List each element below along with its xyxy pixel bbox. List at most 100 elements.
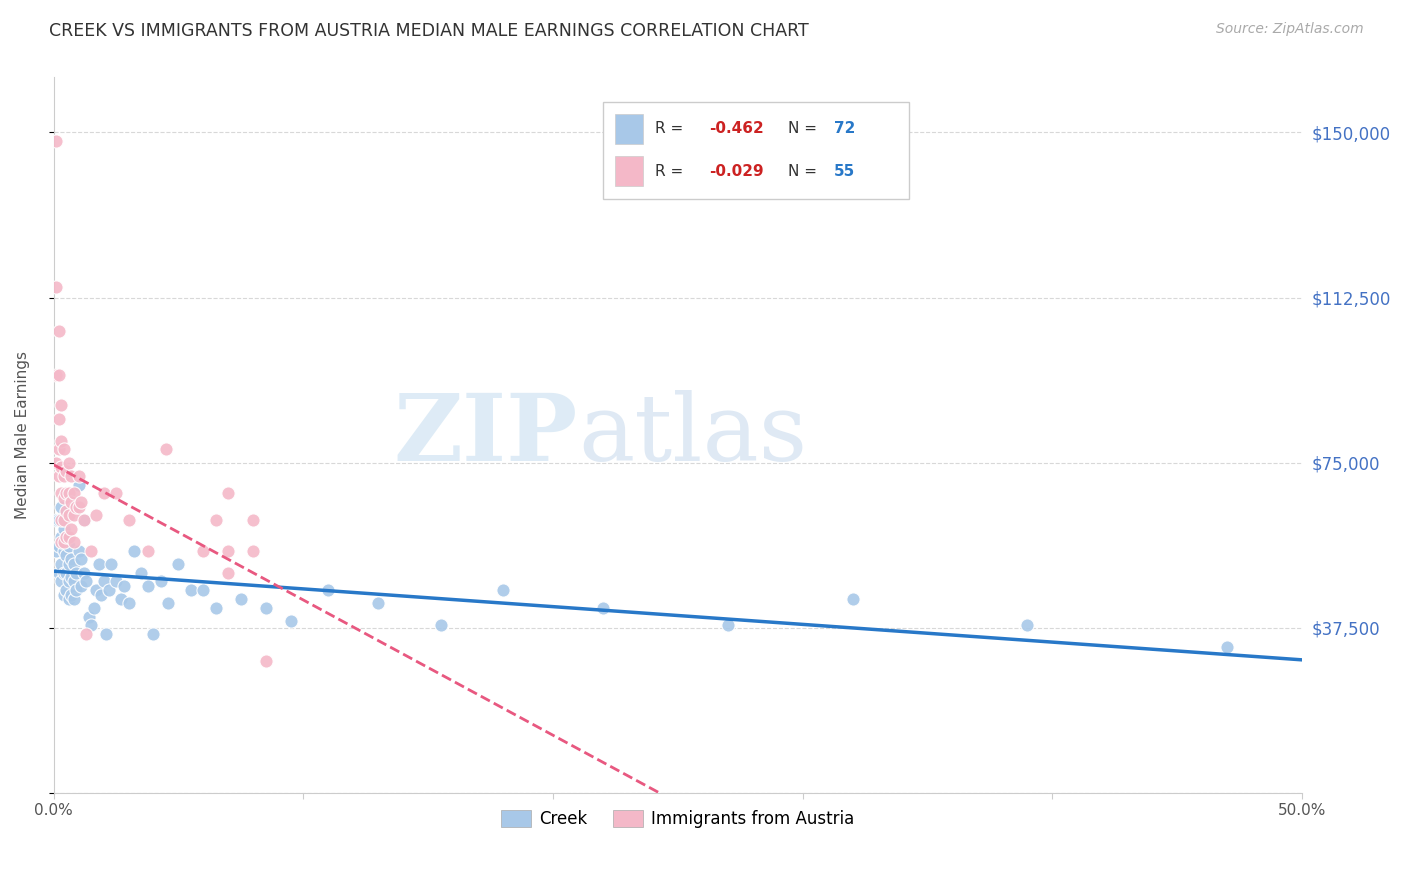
Point (717, 618, 740, 632)
Point (72, 513, 94, 527)
Point (55, 583, 77, 598)
Point (45, 279, 67, 293)
Point (100, 557, 122, 571)
Point (52, 522, 75, 536)
Point (49, 398, 72, 412)
Point (55, 566, 77, 580)
Y-axis label: Median Male Earnings: Median Male Earnings (15, 351, 30, 519)
Point (55, 504, 77, 518)
Point (48, 442, 70, 457)
Point (83, 600, 105, 615)
Point (316, 583, 339, 598)
Bar (616, 156, 643, 186)
Point (90, 588, 112, 602)
Point (155, 442, 177, 457)
Point (97, 583, 120, 598)
Point (58, 539, 80, 553)
Point (67, 477, 90, 491)
Point (48, 368, 70, 382)
Point (87, 557, 110, 571)
Point (117, 596, 139, 610)
Point (65, 583, 87, 598)
Point (45, 543, 67, 558)
Point (122, 543, 145, 558)
Point (105, 574, 128, 589)
Point (72, 566, 94, 580)
Point (62, 557, 84, 571)
Text: 72: 72 (834, 121, 855, 136)
Point (205, 600, 228, 615)
Point (129, 566, 152, 580)
Point (52, 588, 75, 602)
Text: -0.462: -0.462 (709, 121, 763, 136)
Point (52, 442, 75, 457)
Point (217, 486, 239, 500)
Point (55, 548, 77, 562)
Point (60, 468, 83, 483)
Text: ZIP: ZIP (394, 390, 578, 480)
Point (49, 557, 72, 571)
Point (280, 614, 302, 628)
Legend: Creek, Immigrants from Austria: Creek, Immigrants from Austria (495, 803, 860, 834)
Point (1216, 640, 1239, 655)
Point (229, 592, 252, 607)
Point (205, 513, 228, 527)
Point (242, 543, 264, 558)
Point (49, 530, 72, 544)
Point (217, 566, 239, 580)
Point (58, 574, 80, 589)
Point (60, 522, 83, 536)
Point (217, 543, 239, 558)
Point (45, 456, 67, 470)
Point (58, 486, 80, 500)
Text: N =: N = (787, 121, 821, 136)
Point (138, 543, 160, 558)
Point (254, 654, 277, 668)
Point (58, 456, 80, 470)
Point (117, 513, 139, 527)
Text: Source: ZipAtlas.com: Source: ZipAtlas.com (1216, 22, 1364, 37)
Bar (616, 114, 643, 144)
Point (52, 534, 75, 549)
Point (55, 464, 77, 478)
Point (142, 627, 165, 641)
Point (48, 411, 70, 425)
Point (60, 588, 83, 602)
Point (62, 534, 84, 549)
Point (45, 513, 67, 527)
Point (492, 583, 515, 598)
Point (49, 534, 72, 549)
Point (62, 486, 84, 500)
Point (193, 583, 215, 598)
Point (149, 574, 172, 589)
Point (49, 434, 72, 448)
Point (52, 491, 75, 505)
Point (84, 583, 107, 598)
Point (1017, 618, 1039, 632)
Point (52, 468, 75, 483)
Point (49, 486, 72, 500)
Point (77, 609, 100, 624)
Point (75, 627, 97, 641)
Point (93, 574, 115, 589)
Point (429, 618, 451, 632)
Point (58, 508, 80, 523)
Point (45, 368, 67, 382)
Point (55, 530, 77, 544)
Point (242, 513, 264, 527)
FancyBboxPatch shape (603, 103, 908, 199)
Point (49, 459, 72, 474)
Point (70, 579, 93, 593)
Point (45, 134, 67, 148)
Point (48, 566, 70, 580)
Point (49, 513, 72, 527)
Point (62, 508, 84, 523)
Point (167, 557, 190, 571)
Point (110, 592, 132, 607)
Text: atlas: atlas (578, 390, 807, 480)
Point (58, 557, 80, 571)
Text: R =: R = (655, 164, 689, 179)
Text: N =: N = (787, 164, 821, 179)
Point (60, 495, 83, 509)
Point (48, 539, 70, 553)
